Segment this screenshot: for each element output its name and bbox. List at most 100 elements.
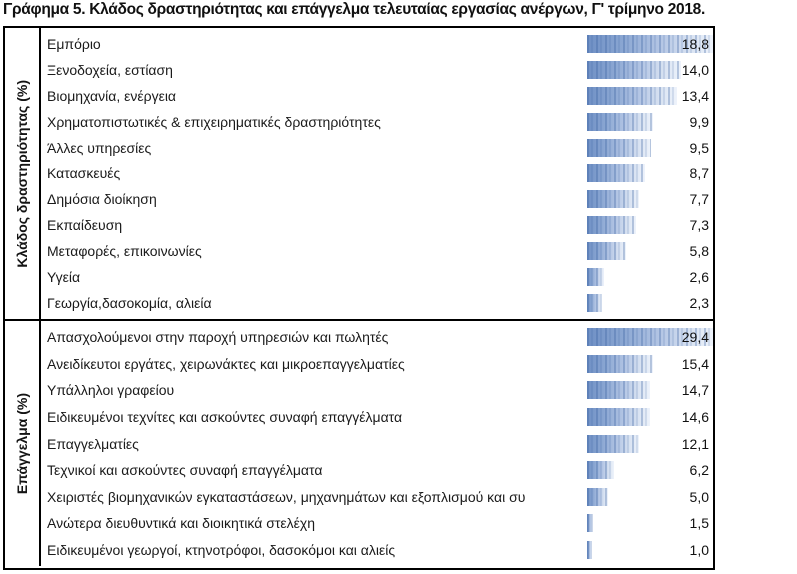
chart-title: Γράφημα 5. Κλάδος δραστηριότητας και επά… [3, 1, 705, 18]
value-label: 14,6 [681, 408, 709, 425]
bar-track [587, 242, 713, 261]
table-row: Κατασκευές 8,7 [41, 161, 713, 187]
bar [587, 138, 651, 157]
activity-axis-cell: Κλάδος δραστηριότητας (%) [5, 28, 41, 319]
table-row: Ειδικευμένοι τεχνίτες και ασκούντες συνα… [41, 404, 713, 431]
table-row: Τεχνικοί και ασκούντες συναφή επαγγέλματ… [41, 457, 713, 484]
table-row: Εκπαίδευση 7,3 [41, 212, 713, 238]
table-row: Μεταφορές, επικοινωνίες 5,8 [41, 238, 713, 264]
table-row: Άλλες υπηρεσίες 9,5 [41, 135, 713, 161]
bar-track [587, 461, 713, 480]
value-label: 5,0 [689, 488, 709, 505]
bar [587, 328, 713, 347]
bar [587, 60, 681, 79]
bar [587, 514, 594, 533]
value-label: 14,0 [681, 61, 709, 78]
table-row: Ξενοδοχεία, εστίαση 14,0 [41, 57, 713, 83]
value-label: 6,2 [689, 462, 709, 479]
bar-track [587, 112, 713, 131]
bar [587, 190, 639, 209]
table-row: Ανώτερα διευθυντικά και διοικητικά στελέ… [41, 510, 713, 537]
chart-frame: Κλάδος δραστηριότητας (%) Εμπόριο 18,8 Ξεν… [3, 26, 715, 570]
table-row: Επαγγελματίες 12,1 [41, 430, 713, 457]
row-label: Ξενοδοχεία, εστίαση [47, 61, 173, 78]
table-row: Ειδικευμένοι γεωργοί, κτηνοτρόφοι, δασοκ… [41, 537, 713, 564]
activity-axis-label: Κλάδος δραστηριότητας (%) [14, 79, 30, 268]
value-label: 9,9 [689, 113, 709, 130]
row-label: Άλλες υπηρεσίες [47, 139, 152, 156]
bar [587, 86, 677, 105]
value-label: 1,5 [689, 515, 709, 532]
row-label: Κατασκευές [47, 165, 121, 182]
bar-track [587, 354, 713, 373]
bar [587, 354, 653, 373]
bar-track [587, 60, 713, 79]
bar [587, 34, 713, 53]
bar [587, 216, 636, 235]
value-label: 7,3 [689, 217, 709, 234]
row-label: Χρηματοπιστωτικές & επιχειρηματικές δρασ… [47, 113, 381, 130]
row-label: Γεωργία,δασοκομία, αλιεία [47, 295, 212, 312]
bar [587, 112, 654, 131]
bar [587, 164, 646, 183]
bar-track [587, 216, 713, 235]
bar [587, 294, 603, 313]
value-label: 15,4 [681, 355, 709, 372]
bar-track [587, 34, 713, 53]
value-label: 18,8 [681, 35, 709, 52]
row-label: Μεταφορές, επικοινωνίες [47, 243, 202, 260]
table-row: Εμπόριο 18,8 [41, 31, 713, 57]
bar [587, 434, 639, 453]
table-row: Απασχολούμενοι στην παροχή υπηρεσιών και… [41, 324, 713, 351]
bar-track [587, 328, 713, 347]
occupation-rows: Απασχολούμενοι στην παροχή υπηρεσιών και… [41, 321, 713, 566]
bar [587, 242, 626, 261]
section-occupation: Επάγγελμα (%) Απασχολούμενοι στην παροχή… [5, 319, 713, 566]
section-activity: Κλάδος δραστηριότητας (%) Εμπόριο 18,8 Ξεν… [5, 28, 713, 319]
row-label: Ανώτερα διευθυντικά και διοικητικά στελέ… [47, 515, 315, 532]
bar-track [587, 514, 713, 533]
value-label: 12,1 [681, 435, 709, 452]
table-row: Χρηματοπιστωτικές & επιχειρηματικές δρασ… [41, 109, 713, 135]
value-label: 2,3 [689, 295, 709, 312]
table-row: Ανειδίκευτοι εργάτες, χειρωνάκτες και μι… [41, 351, 713, 378]
row-label: Απασχολούμενοι στην παροχή υπηρεσιών και… [47, 329, 389, 346]
row-label: Τεχνικοί και ασκούντες συναφή επαγγέλματ… [47, 462, 323, 479]
bar-track [587, 268, 713, 287]
row-label: Υπάλληλοι γραφείου [47, 382, 175, 399]
bar [587, 461, 614, 480]
value-label: 1,0 [689, 541, 709, 558]
table-row: Χειριστές βιομηχανικών εγκαταστάσεων, μη… [41, 483, 713, 510]
bar-track [587, 540, 713, 559]
bar-track [587, 86, 713, 105]
activity-rows: Εμπόριο 18,8 Ξενοδοχεία, εστίαση 14,0 Βιομηχ… [41, 28, 713, 319]
table-row: Γεωργία,δασοκομία, αλιεία 2,3 [41, 290, 713, 316]
value-label: 14,7 [681, 382, 709, 399]
table-row: Δημόσια διοίκηση 7,7 [41, 186, 713, 212]
row-label: Ειδικευμένοι τεχνίτες και ασκούντες συνα… [47, 408, 403, 425]
value-label: 2,6 [689, 269, 709, 286]
value-label: 7,7 [689, 191, 709, 208]
bar [587, 381, 650, 400]
bar [587, 487, 609, 506]
bar-track [587, 190, 713, 209]
table-row: Υγεία 2,6 [41, 264, 713, 290]
value-label: 13,4 [681, 87, 709, 104]
bar-track [587, 138, 713, 157]
value-label: 29,4 [681, 329, 709, 346]
value-label: 8,7 [689, 165, 709, 182]
row-label: Δημόσια διοίκηση [47, 191, 157, 208]
bar [587, 268, 605, 287]
occupation-axis-cell: Επάγγελμα (%) [5, 321, 41, 566]
bar-track [587, 381, 713, 400]
bar [587, 540, 592, 559]
row-label: Βιομηχανία, ενέργεια [47, 87, 177, 104]
row-label: Εμπόριο [47, 35, 101, 52]
row-label: Ειδικευμένοι γεωργοί, κτηνοτρόφοι, δασοκ… [47, 541, 396, 558]
bar-track [587, 434, 713, 453]
row-label: Εκπαίδευση [47, 217, 123, 234]
value-label: 5,8 [689, 243, 709, 260]
table-row: Υπάλληλοι γραφείου 14,7 [41, 377, 713, 404]
row-label: Ανειδίκευτοι εργάτες, χειρωνάκτες και μι… [47, 355, 405, 372]
bar-track [587, 164, 713, 183]
